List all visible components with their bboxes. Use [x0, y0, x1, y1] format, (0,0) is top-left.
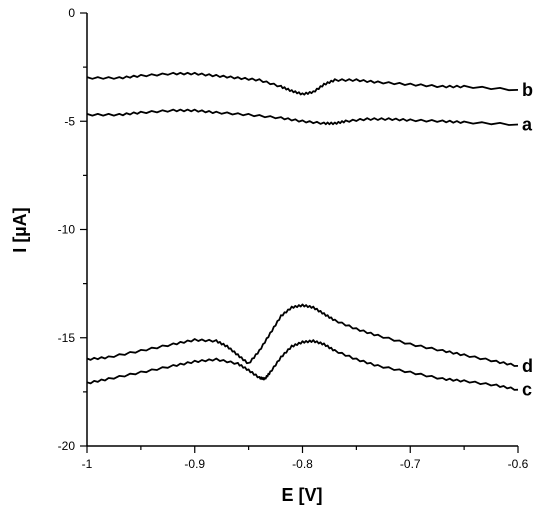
x-tick-label: -0.8: [292, 457, 313, 471]
series-line-a: [86, 108, 519, 126]
y-tick-label: -10: [58, 223, 76, 237]
y-axis-title: I [µA]: [10, 207, 30, 252]
x-tick-label: -0.6: [508, 457, 529, 471]
series-label-d: d: [522, 356, 533, 376]
ticks: -1 -0.9 -0.8 -0.7 -0.6 0 -5 -10 -15 -20: [58, 6, 529, 471]
x-tick-label: -0.9: [184, 457, 205, 471]
y-tick-label: -20: [58, 439, 76, 453]
y-tick-label: 0: [68, 6, 75, 20]
series-group: [86, 71, 519, 391]
series-label-c: c: [522, 380, 532, 400]
series-line-c: [86, 339, 519, 391]
series-label-a: a: [522, 114, 533, 134]
series-line-d: [86, 303, 519, 367]
x-tick-label: -0.7: [400, 457, 421, 471]
series-line-b: [86, 71, 519, 96]
y-tick-label: -5: [64, 114, 75, 128]
x-tick-label: -1: [82, 457, 93, 471]
series-label-b: b: [522, 80, 533, 100]
x-axis-title: E [V]: [281, 485, 322, 505]
y-tick-label: -15: [58, 331, 76, 345]
series-labels: ba dc: [522, 80, 533, 400]
